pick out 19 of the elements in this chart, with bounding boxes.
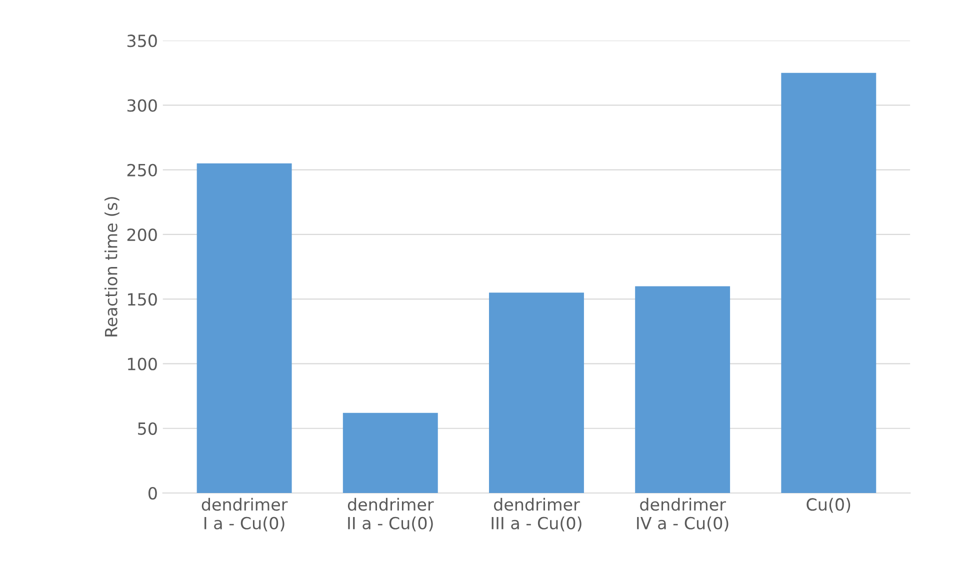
x-tick-label: dendrimer I a - Cu(0)	[202, 498, 288, 532]
y-tick-label: 300	[127, 99, 157, 112]
bar	[635, 286, 730, 493]
x-tick-label: dendrimer IV a - Cu(0)	[637, 498, 728, 532]
y-tick-label: 250	[127, 164, 157, 176]
bar	[489, 292, 584, 493]
y-tick-label: 50	[138, 422, 157, 435]
y-tick-label: 0	[148, 486, 157, 500]
y-tick-label: 350	[127, 34, 157, 48]
bar	[196, 163, 292, 493]
y-tick-label: 100	[128, 358, 157, 370]
y-tick-label: 200	[127, 228, 157, 242]
y-tick-label: 150	[128, 293, 157, 306]
x-tick-label: dendrimer II a - Cu(0)	[348, 498, 434, 532]
y-axis-title: Reaction time (s)	[104, 197, 120, 336]
bar	[781, 72, 876, 493]
bar	[342, 412, 438, 493]
x-tick-label: dendrimer III a - Cu(0)	[492, 498, 582, 532]
x-tick-label: Cu(0)	[806, 498, 850, 513]
